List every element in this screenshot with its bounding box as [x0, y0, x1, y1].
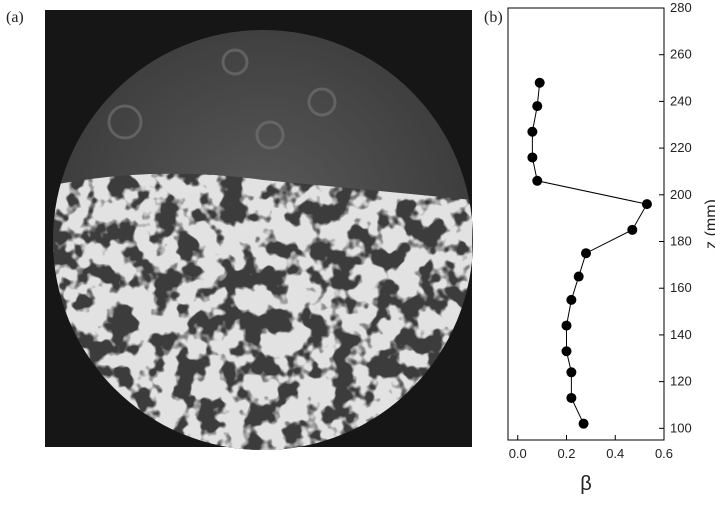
y-tick-label: 200: [670, 187, 692, 202]
data-point: [566, 393, 576, 403]
figure: (a) (b) 0.0 0.2 0.4 0.6 100 120 140 160 180 200 22…: [0, 0, 715, 502]
data-point: [574, 272, 584, 282]
x-tick-label: 0.0: [509, 446, 527, 461]
data-point: [532, 176, 542, 186]
x-tick-label: 0.6: [655, 446, 673, 461]
y-axis-label: z (mm): [703, 199, 715, 249]
data-point: [581, 248, 591, 258]
data-point: [527, 152, 537, 162]
y-tick-label: 120: [670, 374, 692, 389]
y-tick-label: 180: [670, 234, 692, 249]
photo: [45, 10, 473, 460]
data-point: [562, 321, 572, 331]
y-tick-label: 260: [670, 47, 692, 62]
data-point: [532, 101, 542, 111]
x-tick-label: 0.4: [606, 446, 624, 461]
y-tick-label: 140: [670, 327, 692, 342]
y-tick-label: 220: [670, 140, 692, 155]
x-axis-label: β: [580, 473, 592, 495]
plot-frame: [508, 8, 664, 440]
data-point: [579, 419, 589, 429]
data-point: [527, 127, 537, 137]
y-tick-label: 240: [670, 93, 692, 108]
data-point: [535, 78, 545, 88]
x-tick-label: 0.2: [557, 446, 575, 461]
panel-label: (a): [6, 9, 24, 26]
data-point: [642, 199, 652, 209]
y-tick-label: 280: [670, 0, 692, 15]
y-tick-label: 160: [670, 280, 692, 295]
data-point: [566, 295, 576, 305]
plot: 0.0 0.2 0.4 0.6 100 120 140 160 180 200 220 240 260 2…: [508, 0, 715, 495]
y-tick-label: 100: [670, 420, 692, 435]
data-point: [627, 225, 637, 235]
panel-label: (b): [484, 9, 503, 26]
data-point: [562, 346, 572, 356]
data-point: [566, 367, 576, 377]
